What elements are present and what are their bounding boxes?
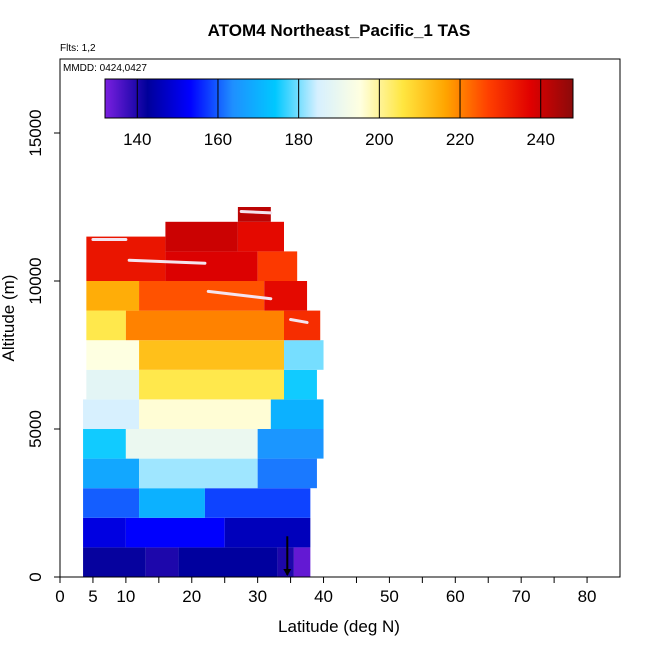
- heatmap-cell: [224, 517, 311, 548]
- heatmap-cell: [139, 458, 258, 489]
- colorbar: 140 160 180 200 220 240: [104, 78, 574, 149]
- heatmap-cell: [83, 399, 140, 429]
- heatmap-cell: [86, 340, 140, 370]
- heatmap-cell: [83, 517, 126, 548]
- y-tick-label: 15000: [26, 109, 45, 156]
- heatmap-cell: [83, 488, 140, 518]
- colorbar-ticks: 140 160 180 200 220 240: [123, 79, 555, 149]
- colorbar-gradient: [104, 78, 574, 119]
- flight-track: [206, 289, 273, 301]
- x-tick-label: 20: [182, 587, 201, 606]
- x-tick-label: 40: [314, 587, 333, 606]
- flight-tracks: [91, 209, 309, 324]
- heatmap-cell: [86, 369, 140, 400]
- x-tick-label: 30: [248, 587, 267, 606]
- x-tick-label: 60: [446, 587, 465, 606]
- heatmap-cell: [86, 281, 140, 311]
- x-axis: 0 5 10 20 30 40 50 60 70 80: [55, 577, 597, 606]
- y-tick-label: 0: [26, 572, 45, 581]
- heatmap-cell: [165, 221, 238, 252]
- y-axis-label: Altitude (m): [0, 275, 18, 362]
- y-axis: 0 5000 10000 15000: [26, 109, 60, 582]
- x-tick-label: 80: [578, 587, 597, 606]
- x-tick-label: 10: [116, 587, 135, 606]
- heatmap-cell: [284, 310, 321, 341]
- flight-track: [127, 258, 207, 265]
- plot-frame: [59, 58, 621, 578]
- heatmap-cell: [139, 399, 271, 429]
- heatmap-cell: [139, 340, 284, 370]
- colorbar-tick-label: 240: [527, 130, 555, 149]
- sonde-markers: [283, 536, 292, 576]
- heatmap-cell: [83, 458, 140, 489]
- heatmap-cells: [83, 207, 324, 577]
- heatmap-cell: [125, 310, 284, 341]
- flight-track: [289, 317, 309, 324]
- heatmap-cell: [264, 281, 308, 311]
- date-note: MMDD: 0424,0427: [63, 63, 147, 74]
- sonde-marker-arrowhead: [283, 569, 292, 576]
- colorbar-tick-label: 200: [365, 130, 393, 149]
- x-tick-label: 70: [512, 587, 531, 606]
- x-tick-label: 5: [88, 587, 97, 606]
- heatmap-cell: [237, 207, 271, 222]
- y-tick-label: 10000: [26, 257, 45, 304]
- colorbar-tick-label: 220: [446, 130, 474, 149]
- heatmap-cell: [257, 458, 317, 489]
- heatmap-cell: [125, 429, 258, 459]
- heatmap-cell: [139, 488, 205, 518]
- heatmap-cell: [257, 429, 324, 459]
- heatmap-cell: [178, 547, 278, 577]
- flight-track: [239, 209, 273, 215]
- heatmap-cell: [86, 236, 166, 281]
- y-tick-label: 5000: [26, 410, 45, 448]
- heatmap-cell: [293, 547, 311, 577]
- heatmap-cell: [257, 251, 298, 281]
- chart-title: ATOM4 Northeast_Pacific_1 TAS: [208, 21, 471, 40]
- heatmap-cell: [125, 517, 225, 548]
- x-tick-label: 0: [55, 587, 64, 606]
- heatmap-cell: [270, 399, 324, 429]
- heatmap-cell: [83, 547, 146, 577]
- heatmap-cell: [284, 369, 317, 400]
- heatmap-cell: [165, 251, 258, 281]
- heatmap-cell: [145, 547, 179, 577]
- heatmap-cell: [284, 340, 324, 370]
- heatmap-cell: [86, 310, 126, 341]
- flights-note: Flts: 1,2: [60, 43, 96, 54]
- x-tick-label: 50: [380, 587, 399, 606]
- heatmap-cell: [83, 429, 126, 459]
- x-axis-label: Latitude (deg N): [278, 617, 400, 636]
- heatmap-cell: [139, 369, 284, 400]
- colorbar-tick-label: 160: [204, 130, 232, 149]
- heatmap-cell: [237, 221, 284, 252]
- heatmap-cell: [204, 488, 311, 518]
- colorbar-tick-label: 180: [284, 130, 312, 149]
- colorbar-tick-label: 140: [123, 130, 151, 149]
